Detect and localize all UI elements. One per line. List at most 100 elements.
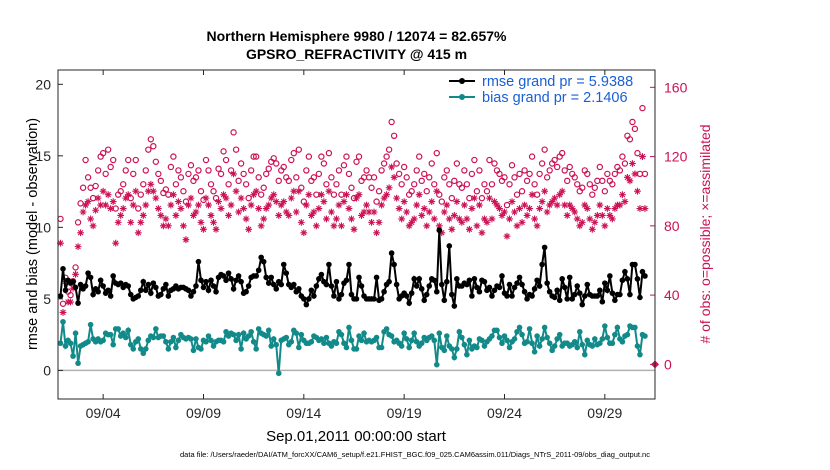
possible-count-marker [431, 181, 438, 188]
bias-point [361, 330, 367, 337]
bias-point [398, 343, 405, 349]
bias-point [614, 324, 621, 331]
rmse-point [87, 274, 94, 281]
possible-count-marker [619, 153, 626, 160]
asterisk-glyph [159, 222, 167, 230]
bias-point [449, 346, 455, 352]
assimilated-count-marker [603, 205, 611, 212]
assimilated-count-marker [257, 222, 265, 230]
asterisk-glyph [568, 205, 576, 212]
bias-point [511, 336, 518, 342]
asterisk-glyph [114, 218, 122, 226]
bias-point [571, 338, 578, 345]
possible-count-marker [561, 167, 568, 174]
possible-count-marker [390, 132, 398, 139]
rmse-point [268, 274, 275, 281]
bias-point [489, 333, 495, 339]
asterisk-glyph [67, 298, 74, 306]
asterisk-glyph [476, 201, 483, 209]
assimilated-count-marker [182, 236, 190, 244]
rmse-point [609, 290, 616, 296]
rmse-point [471, 276, 478, 282]
asterisk-glyph [102, 201, 110, 209]
possible-count-marker [210, 188, 217, 195]
x-tick-label: 09/09 [186, 405, 221, 421]
asterisk-glyph [312, 222, 320, 230]
possible-count-marker [235, 177, 242, 185]
asterisk-glyph [350, 225, 358, 233]
possible-count-marker [473, 188, 481, 195]
bias-point [546, 340, 553, 347]
rmse-point [554, 287, 560, 294]
possible-count-marker [601, 188, 609, 195]
asterisk-glyph [486, 194, 493, 202]
assimilated-count-marker [481, 215, 488, 223]
y-right-tick-label: 0 [664, 356, 672, 372]
assimilated-count-marker [398, 215, 406, 223]
asterisk-glyph [112, 239, 120, 247]
assimilated-count-marker [378, 201, 385, 209]
assimilated-count-marker [328, 208, 335, 216]
possible-count-marker [120, 181, 127, 188]
asterisk-glyph [162, 215, 170, 223]
possible-count-marker [491, 160, 498, 167]
possible-count-marker [333, 181, 340, 188]
assimilated-count-marker [403, 208, 411, 216]
bias-point [604, 334, 611, 341]
asterisk-glyph [77, 229, 84, 237]
asterisk-glyph [260, 215, 268, 223]
possible-count-marker [240, 170, 247, 178]
asterisk-glyph [483, 218, 491, 226]
possible-count-marker [416, 153, 423, 160]
asterisk-glyph [541, 187, 549, 195]
possible-count-marker [180, 188, 187, 195]
possible-count-marker [242, 181, 250, 188]
rmse-point [301, 296, 307, 302]
assimilated-count-marker [410, 215, 418, 223]
rmse-point [358, 283, 365, 289]
possible-count-marker [641, 170, 649, 178]
asterisk-glyph [571, 208, 579, 216]
bias-point [378, 344, 385, 351]
bias-point [298, 331, 305, 338]
assimilated-count-marker [606, 212, 614, 219]
assimilated-count-marker [428, 198, 436, 205]
assimilated-count-marker [197, 218, 205, 226]
rmse-point [622, 268, 628, 275]
asterisk-glyph [518, 218, 526, 226]
assimilated-count-marker [195, 201, 202, 209]
asterisk-glyph [200, 225, 207, 233]
bias-point [536, 343, 543, 349]
bias-point [632, 324, 638, 331]
possible-count-marker [285, 177, 292, 185]
asterisk-glyph [523, 212, 531, 219]
asterisk-glyph [192, 208, 200, 216]
possible-count-marker [609, 181, 616, 188]
assimilated-count-marker [338, 222, 345, 230]
assimilated-count-marker [282, 208, 290, 216]
assimilated-count-marker [501, 208, 508, 216]
rmse-point [127, 291, 134, 298]
rmse-point [381, 288, 387, 295]
rmse-point [95, 288, 101, 295]
bias-point [338, 331, 345, 338]
possible-count-marker [468, 170, 476, 178]
asterisk-glyph [618, 191, 626, 199]
asterisk-glyph [322, 215, 330, 223]
possible-count-marker [385, 146, 393, 153]
rmse-point [408, 290, 415, 296]
possible-count-marker [501, 174, 508, 181]
possible-count-marker [172, 181, 180, 188]
assimilated-count-marker [285, 212, 293, 219]
possible-count-marker [252, 153, 260, 160]
possible-count-marker [451, 177, 458, 185]
possible-count-marker [325, 149, 333, 157]
asterisk-glyph [315, 205, 323, 212]
bias-point [531, 348, 538, 355]
asterisk-glyph [87, 215, 95, 223]
assimilated-count-marker [119, 205, 127, 212]
y-right-tick-label: 40 [664, 287, 680, 303]
rmse-point [238, 278, 244, 285]
possible-count-marker [330, 191, 338, 198]
